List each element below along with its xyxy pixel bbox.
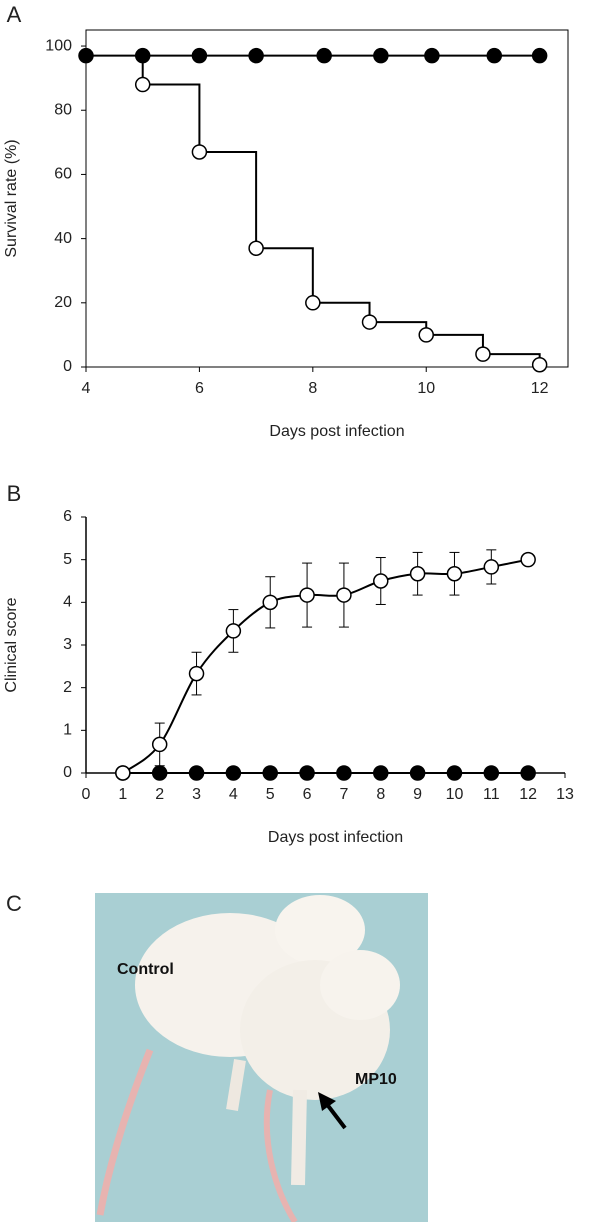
x-axis-title: Days post infection [269,423,404,440]
y-tick-label: 6 [63,508,72,525]
point [409,565,426,582]
point [486,47,503,64]
x-tick-label: 8 [308,380,317,397]
point [520,551,536,568]
point [336,765,352,781]
x-tick-label: 6 [195,380,204,397]
point [531,357,548,373]
y-tick-label: 40 [54,230,72,247]
mouse-leg [291,1089,307,1186]
mouse-tail [263,1089,298,1222]
y-tick-label: 80 [54,101,72,118]
panel-label: A [7,2,22,27]
y-tick-label: 60 [54,166,72,183]
point [225,623,242,639]
y-tick-label: 4 [63,594,72,611]
point [483,765,500,781]
point [409,765,426,781]
point [361,314,378,330]
x-tick-label: 11 [483,786,500,803]
x-tick-label: 8 [376,786,385,803]
plot-frame [85,29,569,368]
point [531,47,548,64]
point [248,47,264,64]
point [134,47,151,64]
point [418,327,434,343]
point [424,47,440,64]
point [188,765,205,781]
arrow-head [318,1092,336,1111]
point [134,76,151,93]
y-axis-title: Clinical score [3,597,20,692]
x-tick-label: 12 [519,786,537,803]
point [78,47,94,64]
y-tick-label: 0 [63,358,72,375]
x-tick-label: 10 [446,786,464,803]
point [115,765,131,781]
point [483,559,500,575]
y-tick-label: 2 [63,679,72,696]
point [373,765,389,781]
x-tick-label: 13 [556,786,574,803]
mouse-tail [96,1048,154,1216]
point [446,765,463,781]
mouse-head [320,950,400,1020]
series-line [122,558,529,774]
mouse-leg [226,1059,246,1111]
point [299,765,315,781]
point [373,573,389,589]
photo: Control MP10 [95,893,428,1222]
step-line [141,55,541,365]
point [151,736,168,753]
x-tick-label: 2 [155,786,164,803]
panel-label: C [6,891,22,916]
arrow [324,1101,347,1130]
y-tick-label: 5 [63,551,72,568]
point [191,144,208,160]
x-tick-label: 3 [192,786,201,803]
y-tick-label: 20 [54,294,72,311]
point [191,47,208,64]
point [305,295,321,311]
panel-label: B [7,481,22,506]
x-axis-title: Days post infection [268,829,403,846]
x-tick-label: 9 [413,786,422,803]
point [262,765,278,781]
x-tick-label: 7 [339,786,348,803]
x-tick-label: 0 [82,786,91,803]
x-tick-label: 1 [118,786,127,803]
y-tick-label: 3 [63,636,72,653]
point [188,665,205,682]
point [316,47,332,64]
point [151,765,168,781]
point [373,47,389,64]
x-tick-label: 12 [531,380,549,397]
mouse-head [275,895,365,965]
point [336,587,352,603]
y-tick-label: 1 [63,722,72,739]
x-tick-label: 4 [229,786,238,803]
x-tick-label: 4 [82,380,91,397]
point [225,765,242,781]
photo-label: Control [117,961,174,978]
point [299,587,315,603]
point [248,240,264,256]
x-tick-label: 6 [303,786,312,803]
point [446,565,463,582]
point [520,765,536,781]
y-tick-label: 0 [63,764,72,781]
point [262,594,278,611]
y-axis-title: Survival rate (%) [3,139,20,257]
y-tick-label: 100 [45,37,72,54]
photo-label: MP10 [355,1071,397,1088]
x-tick-label: 5 [266,786,275,803]
x-tick-label: 10 [417,380,435,397]
point [475,346,491,362]
